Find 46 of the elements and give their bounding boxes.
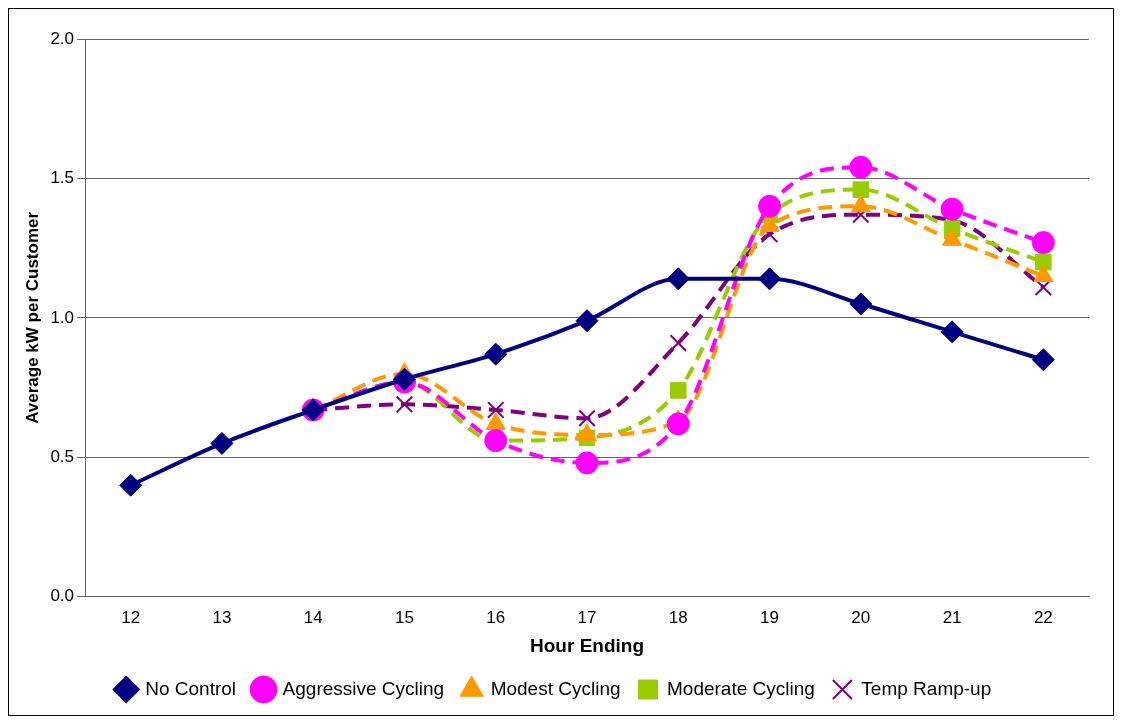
x-tick-label: 21	[942, 607, 962, 627]
point	[666, 267, 690, 291]
x-tick-label: 13	[212, 607, 232, 627]
legend-label: Temp Ramp-up	[861, 677, 992, 699]
x-axis-title: Hour Ending	[530, 634, 645, 656]
point	[669, 334, 688, 352]
y-tick-label: 0.5	[50, 447, 75, 467]
y-tick-label: 1.5	[50, 168, 75, 188]
point	[1031, 231, 1055, 255]
x-tick-label: 12	[121, 607, 141, 627]
point	[1031, 348, 1055, 372]
legend-label: Aggressive Cycling	[282, 677, 445, 699]
point	[852, 181, 870, 198]
point	[666, 412, 690, 436]
x-tick-label: 14	[303, 607, 323, 627]
x-tick-label: 17	[577, 607, 597, 627]
point	[758, 267, 782, 291]
x-tick-label: 22	[1033, 607, 1053, 627]
point	[575, 309, 599, 333]
point	[578, 409, 596, 428]
point	[484, 342, 508, 366]
y-tick-label: 1.0	[50, 307, 75, 327]
point	[119, 473, 143, 497]
point	[849, 155, 873, 179]
legend-label: No Control	[145, 677, 237, 699]
y-axis-title: Average kW per Customer	[22, 211, 42, 424]
x-tick-label: 19	[760, 607, 780, 627]
point	[484, 429, 508, 453]
point	[210, 431, 234, 455]
x-tick-label: 15	[395, 607, 414, 627]
point	[1035, 253, 1052, 271]
legend-label: Modest Cycling	[490, 677, 621, 699]
x-tick-label: 20	[851, 607, 871, 627]
point	[670, 382, 687, 399]
point	[849, 292, 873, 316]
point	[395, 395, 414, 414]
point	[940, 197, 964, 221]
point	[758, 194, 782, 218]
y-tick-label: 2.0	[50, 28, 75, 48]
legend-label: Moderate Cycling	[667, 677, 815, 699]
point	[486, 401, 505, 419]
x-tick-label: 16	[486, 607, 506, 627]
point	[575, 451, 599, 475]
x-tick-label: 18	[668, 607, 688, 627]
point	[940, 320, 964, 344]
y-tick-label: 0.0	[50, 586, 75, 606]
